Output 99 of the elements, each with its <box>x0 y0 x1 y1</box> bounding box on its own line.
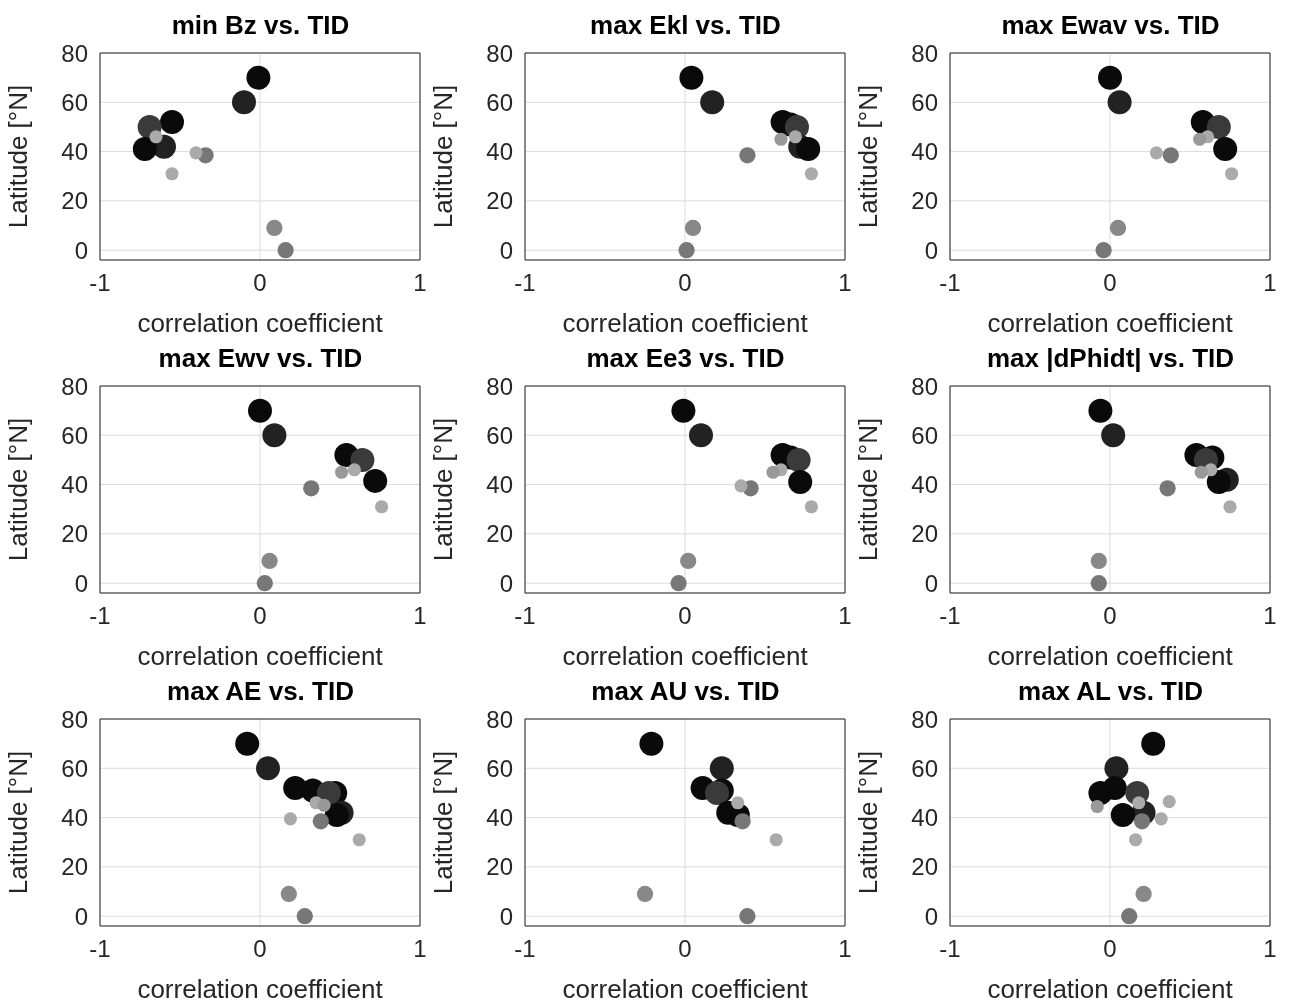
y-tick-label: 0 <box>74 902 88 930</box>
y-axis-title: Latitude [°N] <box>428 417 459 562</box>
y-tick-label: 20 <box>486 187 513 215</box>
x-tick-label: 1 <box>838 935 852 963</box>
x-axis-title: correlation coefficient <box>987 974 1234 1004</box>
y-axis-title: Latitude [°N] <box>428 750 459 895</box>
y-axis-title: Latitude [°N] <box>853 750 884 895</box>
y-tick-label: 80 <box>61 39 88 67</box>
y-tick-label: 40 <box>486 138 513 166</box>
x-tick-label: -1 <box>514 269 536 297</box>
chart-title: min Bz vs. TID <box>170 10 351 41</box>
x-tick-label: -1 <box>939 602 961 630</box>
y-tick-label: 40 <box>61 804 88 832</box>
y-tick-label: 20 <box>61 520 88 548</box>
y-tick-label: 60 <box>486 421 513 449</box>
y-tick-label: 60 <box>911 421 938 449</box>
y-tick-label: 40 <box>911 471 938 499</box>
y-tick-label: 0 <box>924 569 938 597</box>
y-axis-title: Latitude [°N] <box>853 417 884 562</box>
x-tick-label: -1 <box>89 935 111 963</box>
x-tick-label: 0 <box>253 269 267 297</box>
y-tick-label: 20 <box>911 187 938 215</box>
y-tick-label: 40 <box>61 138 88 166</box>
x-axis-title: correlation coefficient <box>987 308 1234 338</box>
y-axis-title: Latitude [°N] <box>853 84 884 229</box>
x-tick-label: 1 <box>413 602 427 630</box>
x-tick-label: -1 <box>939 269 961 297</box>
y-tick-label: 0 <box>499 236 513 264</box>
y-tick-label: 0 <box>74 569 88 597</box>
y-tick-label: 80 <box>911 39 938 67</box>
x-axis-title: correlation coefficient <box>137 641 384 671</box>
y-tick-label: 60 <box>911 754 938 782</box>
x-tick-label: -1 <box>939 935 961 963</box>
y-tick-label: 20 <box>61 853 88 881</box>
y-tick-label: 20 <box>911 520 938 548</box>
x-axis-title: correlation coefficient <box>137 308 384 338</box>
y-tick-label: 60 <box>61 421 88 449</box>
y-tick-label: 0 <box>499 902 513 930</box>
y-tick-label: 80 <box>486 705 513 733</box>
chart-title: max Ewv vs. TID <box>157 343 364 374</box>
y-tick-label: 20 <box>911 853 938 881</box>
x-tick-label: 0 <box>1103 935 1117 963</box>
chart-title: max Ewav vs. TID <box>1000 10 1221 41</box>
y-axis-title: Latitude [°N] <box>3 750 34 895</box>
x-tick-label: -1 <box>514 935 536 963</box>
y-tick-label: 0 <box>924 236 938 264</box>
y-axis-title: Latitude [°N] <box>3 84 34 229</box>
y-tick-label: 20 <box>486 853 513 881</box>
x-tick-label: 1 <box>413 935 427 963</box>
x-tick-label: -1 <box>89 602 111 630</box>
y-tick-label: 0 <box>924 902 938 930</box>
x-tick-label: 1 <box>1263 602 1277 630</box>
x-axis-title: correlation coefficient <box>987 641 1234 671</box>
x-axis-title: correlation coefficient <box>137 974 384 1004</box>
y-tick-label: 80 <box>486 39 513 67</box>
y-axis-title: Latitude [°N] <box>428 84 459 229</box>
x-tick-label: 0 <box>1103 602 1117 630</box>
y-tick-label: 80 <box>911 372 938 400</box>
y-tick-label: 40 <box>911 804 938 832</box>
chart-title: max Ekl vs. TID <box>589 10 782 41</box>
y-tick-label: 0 <box>74 236 88 264</box>
x-tick-label: 0 <box>678 935 692 963</box>
chart-title: max AE vs. TID <box>166 676 355 707</box>
y-tick-label: 60 <box>61 88 88 116</box>
y-tick-label: 40 <box>911 138 938 166</box>
x-tick-label: 0 <box>678 269 692 297</box>
y-tick-label: 60 <box>486 754 513 782</box>
y-tick-label: 80 <box>911 705 938 733</box>
chart-title: max AL vs. TID <box>1017 676 1204 707</box>
x-tick-label: 0 <box>253 602 267 630</box>
x-tick-label: 1 <box>1263 269 1277 297</box>
y-tick-label: 80 <box>61 705 88 733</box>
y-tick-label: 40 <box>61 471 88 499</box>
y-tick-label: 40 <box>486 471 513 499</box>
y-tick-label: 60 <box>61 754 88 782</box>
x-axis-title: correlation coefficient <box>562 308 809 338</box>
y-tick-label: 20 <box>61 187 88 215</box>
y-tick-label: 0 <box>499 569 513 597</box>
x-tick-label: 1 <box>1263 935 1277 963</box>
x-tick-label: -1 <box>514 602 536 630</box>
chart-title: max Ee3 vs. TID <box>585 343 786 374</box>
x-axis-title: correlation coefficient <box>562 974 809 1004</box>
x-tick-label: 1 <box>413 269 427 297</box>
y-tick-label: 20 <box>486 520 513 548</box>
chart-title: max |dPhidt| vs. TID <box>985 343 1236 374</box>
x-tick-label: 1 <box>838 269 852 297</box>
x-tick-label: -1 <box>89 269 111 297</box>
x-tick-label: 0 <box>678 602 692 630</box>
y-tick-label: 60 <box>911 88 938 116</box>
x-axis-title: correlation coefficient <box>562 641 809 671</box>
y-axis-title: Latitude [°N] <box>3 417 34 562</box>
x-tick-label: 0 <box>253 935 267 963</box>
x-tick-label: 1 <box>838 602 852 630</box>
chart-title: max AU vs. TID <box>590 676 781 707</box>
y-tick-label: 80 <box>61 372 88 400</box>
y-tick-label: 60 <box>486 88 513 116</box>
x-tick-label: 0 <box>1103 269 1117 297</box>
y-tick-label: 40 <box>486 804 513 832</box>
y-tick-label: 80 <box>486 372 513 400</box>
